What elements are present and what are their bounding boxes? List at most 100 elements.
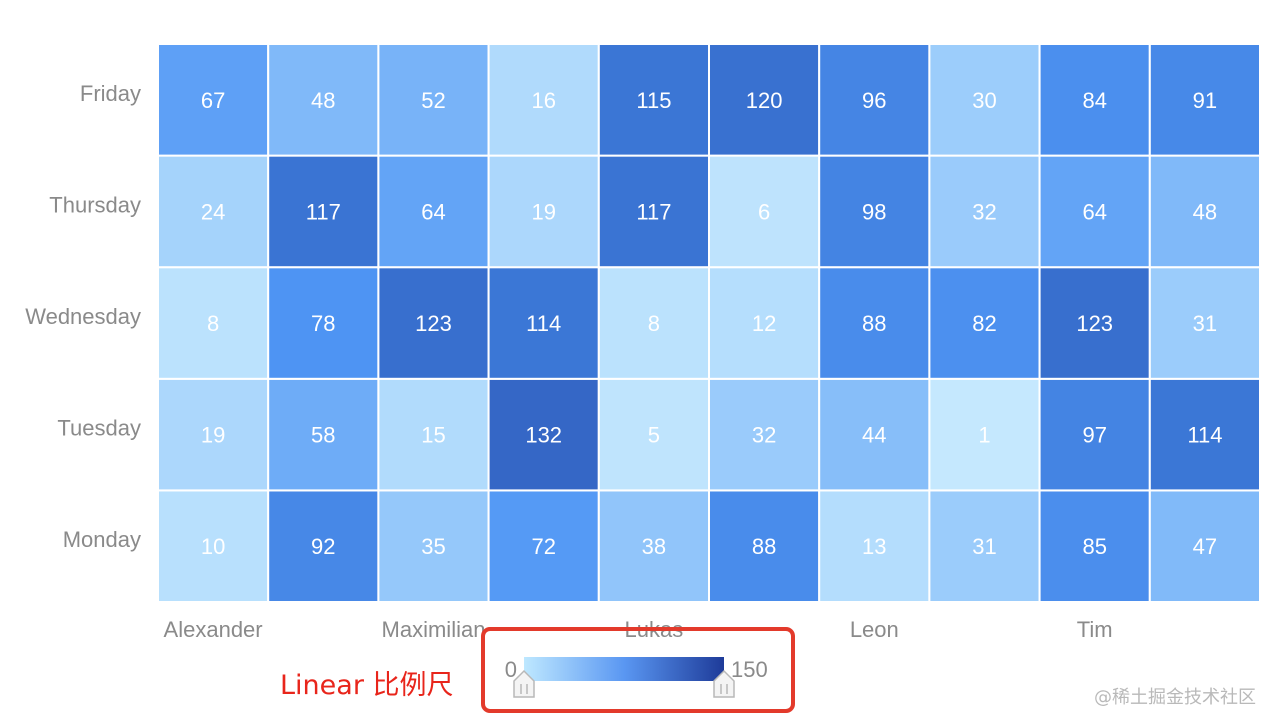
cell-value-label: 31 [1193,311,1217,336]
cell-value-label: 15 [421,423,445,448]
heatmap-cell[interactable] [818,43,931,157]
cell-value-label: 32 [972,199,996,224]
cell-value-label: 97 [1082,423,1106,448]
y-axis-tick-label: Monday [63,527,141,552]
cell-value-label: 98 [862,199,886,224]
heatmap-cell[interactable] [1038,266,1151,380]
heatmap-cell[interactable] [157,489,270,603]
heatmap-cell[interactable] [818,489,931,603]
cell-value-label: 117 [636,199,671,224]
cell-value-label: 78 [311,311,335,336]
cell-value-label: 16 [531,88,555,113]
heatmap-cell[interactable] [928,266,1041,380]
heatmap-cell[interactable] [377,377,490,492]
cell-value-label: 132 [525,423,562,448]
cell-value-label: 8 [648,311,660,336]
heatmap-cell[interactable] [818,377,931,492]
cell-value-label: 44 [862,423,886,448]
cell-value-label: 64 [421,199,445,224]
heatmap-cell[interactable] [1038,377,1151,492]
heatmap-cell[interactable] [377,266,490,380]
cell-value-label: 120 [746,88,783,113]
cell-value-label: 48 [311,88,335,113]
x-axis-tick-label: Tim [1077,617,1113,642]
cell-value-label: 58 [311,423,335,448]
x-axis-tick-labels: Alexander Maximilian Lukas Leon Tim [164,617,1113,642]
cell-value-label: 32 [752,423,776,448]
cell-value-label: 92 [311,534,335,559]
heatmap-cell[interactable] [708,377,821,492]
heatmap-cell[interactable] [818,266,931,380]
cell-value-label: 84 [1082,88,1106,113]
cell-value-label: 52 [421,88,445,113]
cell-value-label: 123 [1076,311,1113,336]
heatmap-cell[interactable] [597,266,710,380]
y-axis-tick-label: Tuesday [57,416,141,441]
cell-value-label: 67 [201,88,225,113]
cell-value-label: 6 [758,199,770,224]
heatmap-cell[interactable] [1148,154,1262,269]
cell-value-label: 82 [972,311,996,336]
cell-value-label: 91 [1193,88,1217,113]
heatmap-cell[interactable] [597,489,710,603]
cell-value-label: 19 [201,423,225,448]
y-axis-tick-label: Thursday [49,192,141,217]
cell-value-label: 1 [978,423,990,448]
cell-value-label: 64 [1082,199,1106,224]
heatmap-cell[interactable] [487,154,600,269]
cell-value-label: 5 [648,423,660,448]
legend-min-handle-icon[interactable] [513,669,535,698]
cell-value-label: 19 [531,199,555,224]
heatmap-cells [157,43,1262,603]
cell-value-label: 24 [201,199,225,224]
heatmap-cell[interactable] [1038,43,1151,157]
heatmap-cell[interactable] [928,154,1041,269]
heatmap-cell[interactable] [1148,489,1262,603]
x-axis-tick-label: Alexander [164,617,263,642]
heatmap-cell[interactable] [597,43,710,157]
color-legend[interactable]: 0 150 [505,657,768,698]
cell-value-label: 114 [526,311,561,336]
x-axis-tick-label: Leon [850,617,899,642]
x-axis-tick-label: Maximilian [382,617,486,642]
heatmap-cell[interactable] [157,266,270,380]
cell-value-label: 31 [972,534,996,559]
heatmap-cell[interactable] [267,43,380,157]
heatmap-cell[interactable] [1148,377,1262,492]
cell-value-label: 8 [207,311,219,336]
heatmap-cell[interactable] [597,154,710,269]
heatmap-cell[interactable] [928,489,1041,603]
cell-value-label: 30 [972,88,996,113]
heatmap-cell[interactable] [377,43,490,157]
cell-value-label: 115 [636,88,671,113]
heatmap-cell[interactable] [928,377,1041,492]
cell-value-label: 35 [421,534,445,559]
heatmap-cell[interactable] [708,489,821,603]
cell-value-label: 88 [752,534,776,559]
heatmap-cell[interactable] [928,43,1041,157]
y-axis-tick-label: Wednesday [25,304,141,329]
y-axis-tick-label: Friday [80,81,141,106]
cell-value-label: 85 [1082,534,1106,559]
legend-max-handle-icon[interactable] [713,669,735,698]
heatmap-cell[interactable] [157,43,270,157]
heatmap-cell[interactable] [708,154,821,269]
cell-value-label: 88 [862,311,886,336]
cell-value-label: 117 [306,199,341,224]
cell-value-label: 72 [531,534,555,559]
heatmap-cell[interactable] [267,377,380,492]
cell-value-label: 123 [415,311,452,336]
heatmap-cell[interactable] [1038,489,1151,603]
legend-max-label: 150 [731,657,768,682]
cell-value-label: 47 [1193,534,1217,559]
heatmap-cell[interactable] [267,489,380,603]
heatmap-cell[interactable] [1148,43,1262,157]
cell-value-label: 96 [862,88,886,113]
legend-gradient-bar [524,657,724,681]
cell-value-label: 48 [1193,199,1217,224]
heatmap-cell[interactable] [1148,266,1262,380]
annotation-label: Linear 比例尺 [280,670,454,701]
heatmap-cell[interactable] [708,43,821,157]
